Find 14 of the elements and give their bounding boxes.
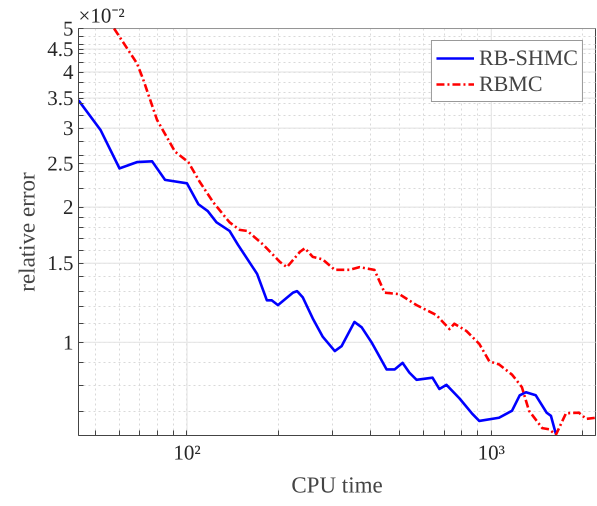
y-tick-label: 2.5 [47,152,74,176]
y-tick-label: 2 [63,195,74,220]
y-tick-label: 1.5 [47,251,74,276]
y-tick-label: 3.5 [47,86,74,110]
y-axis-title: relative error [14,172,40,292]
legend-label: RBMC [478,71,543,97]
y-tick-label: 4 [63,60,74,84]
y-tick-label: 1 [63,330,74,354]
x-tick-label: 10² [173,440,201,464]
legend-label: RB-SHMC [478,45,578,71]
x-axis-title: CPU time [291,472,383,498]
text: ×10⁻² [78,4,125,28]
x-tick-label: 10³ [478,440,505,464]
y-tick-label: 3 [63,116,74,140]
